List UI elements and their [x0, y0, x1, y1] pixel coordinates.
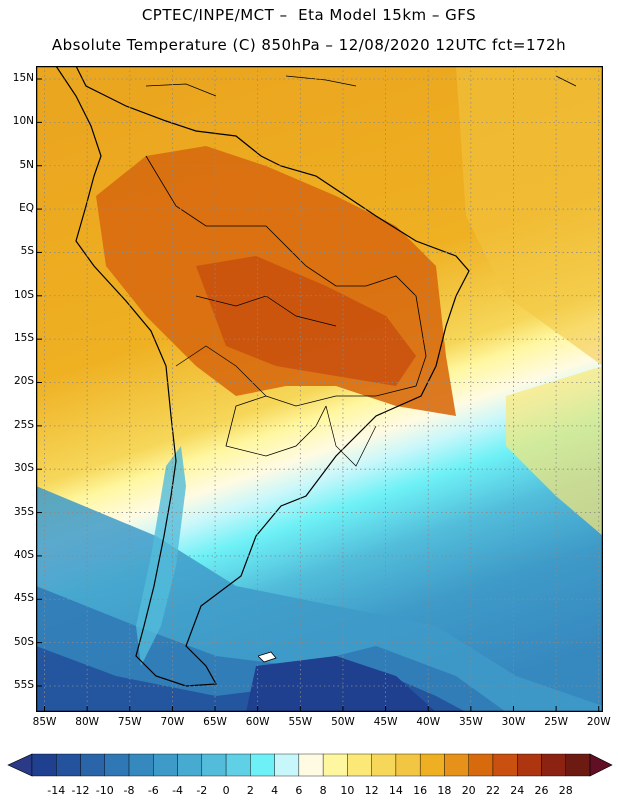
colorbar-swatch — [347, 753, 372, 777]
coldest-core-region — [246, 656, 436, 712]
colorbar-swatch — [177, 753, 203, 777]
hottest-interior-region — [196, 256, 416, 386]
colorbar-swatch — [250, 753, 275, 777]
lat-tick-label: 55S — [13, 678, 34, 691]
colorbar-swatch — [371, 753, 397, 777]
colorbar-under-arrow — [7, 753, 33, 777]
colorbar-tick-label: 0 — [222, 784, 230, 797]
colorbar-swatch — [298, 753, 324, 777]
chart-title-line1: CPTEC/INPE/MCT – Eta Model 15km – GFS — [141, 6, 477, 24]
lat-lon-grid — [36, 66, 603, 712]
colorbar-swatch — [541, 753, 566, 777]
colorbar-tick-label: 20 — [461, 784, 476, 797]
lon-tick-label: 60W — [245, 716, 270, 728]
chart-title-line2: Absolute Temperature (C) 850hPa – 12/08/… — [51, 36, 567, 54]
lon-tick-label: 25W — [544, 716, 568, 728]
colorbar-swatch — [322, 753, 348, 777]
lat-tick-label: 35S — [13, 505, 34, 518]
lon-tick-label: 70W — [160, 716, 185, 728]
falkland-islands — [257, 651, 277, 663]
lat-tick-label: 15S — [13, 332, 34, 345]
colorbar-swatch — [274, 753, 300, 777]
mild-ocean-region — [506, 366, 603, 536]
colorbar-tick-label: -10 — [95, 784, 114, 797]
lon-tick-label: 45W — [373, 716, 398, 728]
lon-tick-label: 30W — [501, 716, 526, 728]
lat-tick-label: 40S — [13, 548, 34, 561]
colorbar-swatch — [31, 753, 57, 777]
lon-tick-label: 55W — [288, 716, 313, 728]
colorbar-tick-label: -8 — [123, 784, 135, 797]
colorbar-swatch — [128, 753, 154, 777]
colorbar-over-arrow — [589, 753, 613, 777]
lat-tick-label: 15N — [12, 72, 34, 84]
colorbar-swatch — [419, 753, 445, 777]
colorbar-tick-label: 12 — [364, 784, 379, 797]
colorbar-tick-label: 28 — [558, 784, 573, 797]
map-border — [36, 66, 603, 712]
colorbar-tick-label: 14 — [388, 784, 403, 797]
colorbar-tick-label: 6 — [295, 784, 303, 797]
lon-tick-label: 65W — [203, 716, 227, 728]
colorbar — [7, 753, 613, 777]
colorbar-swatch — [201, 753, 227, 777]
colorbar-swatch — [444, 753, 469, 777]
lat-tick-label: 25S — [13, 418, 34, 431]
lat-tick-label: 50S — [13, 635, 34, 648]
colorbar-tick-label: 4 — [271, 784, 279, 797]
colorbar-tick-label: 2 — [246, 784, 254, 797]
warm-ocean-region — [456, 66, 603, 366]
lon-tick-label: 85W — [32, 716, 57, 728]
country-borders — [145, 155, 427, 457]
colorbar-swatch — [492, 753, 518, 777]
colorbar-swatch — [565, 753, 591, 777]
lon-tick-label: 80W — [75, 716, 100, 728]
colorbar-swatch — [104, 753, 130, 777]
colorbar-tick-label: -4 — [172, 784, 184, 797]
south-america-coastline — [55, 66, 470, 687]
colorbar-tick-label: -14 — [47, 784, 66, 797]
colorbar-swatch — [395, 753, 421, 777]
lon-tick-label: 35W — [458, 716, 483, 728]
colorbar-tick-label: -2 — [196, 784, 208, 797]
colorbar-tick-label: -6 — [147, 784, 159, 797]
colorbar-swatch — [80, 753, 105, 777]
temperature-map — [36, 66, 603, 712]
lat-tick-label: EQ — [19, 202, 34, 215]
colorbar-swatch — [153, 753, 178, 777]
lon-tick-label: 40W — [416, 716, 441, 728]
colorbar-swatch — [517, 753, 542, 777]
lon-tick-label: 50W — [331, 716, 355, 728]
lat-tick-label: 5N — [19, 158, 34, 171]
lat-tick-label: 30S — [13, 462, 34, 475]
lon-tick-label: 20W — [586, 716, 611, 728]
colorbar-tick-label: 18 — [437, 784, 452, 797]
lat-tick-label: 10S — [13, 288, 34, 301]
lat-tick-label: 45S — [13, 592, 34, 605]
colorbar-swatch — [56, 753, 81, 777]
colorbar-tick-label: -12 — [71, 784, 90, 797]
colorbar-tick-label: 8 — [319, 784, 327, 797]
colorbar-tick-label: 22 — [485, 784, 500, 797]
colorbar-swatch — [468, 753, 494, 777]
lon-tick-label: 75W — [117, 716, 142, 728]
colorbar-tick-label: 26 — [534, 784, 549, 797]
andes-cold-strip — [136, 446, 186, 666]
lat-tick-label: 5S — [20, 245, 34, 258]
colorbar-tick-label: 10 — [340, 784, 355, 797]
colorbar-swatch — [225, 753, 251, 777]
caribbean-islands — [145, 75, 577, 97]
colorbar-tick-label: 24 — [510, 784, 525, 797]
lat-tick-label: 20S — [13, 375, 34, 388]
lat-tick-label: 10N — [12, 115, 34, 128]
colorbar-tick-label: 16 — [413, 784, 428, 797]
